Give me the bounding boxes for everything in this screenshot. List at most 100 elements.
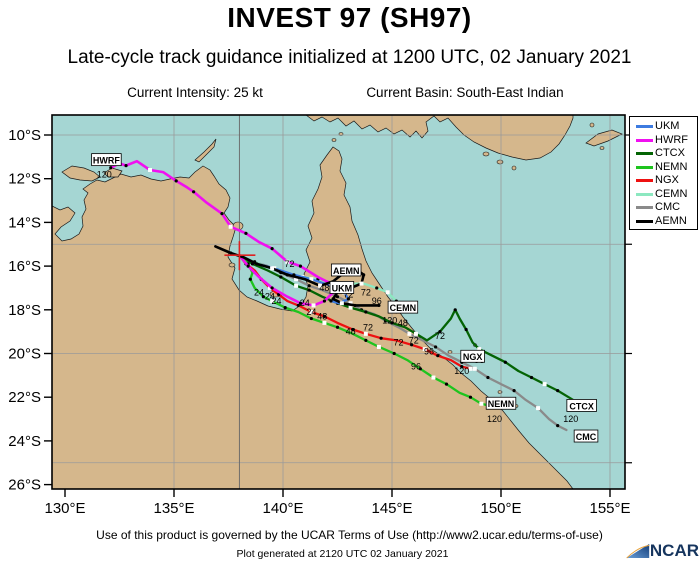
track-dot <box>109 166 113 170</box>
track-24h-marker <box>348 305 353 310</box>
island <box>496 159 504 165</box>
legend-swatch-NGX <box>636 179 653 183</box>
island <box>331 138 337 142</box>
hour-label: 48 <box>398 318 408 328</box>
hour-label: 120 <box>563 414 578 424</box>
legend-item-CMC: CMC <box>636 201 697 215</box>
hour-label: 96 <box>424 346 434 356</box>
current-basin: Current Basin: South-East Indian <box>366 85 564 100</box>
hour-label: 120 <box>97 169 112 179</box>
track-dot <box>307 288 311 292</box>
legend-label-NGX: NGX <box>655 174 679 187</box>
track-dot <box>453 308 457 312</box>
model-box-label-CEMN: CEMN <box>390 303 417 313</box>
track-dot <box>335 325 340 329</box>
hour-label: 48 <box>319 283 329 293</box>
hour-label: 24 <box>265 292 275 302</box>
hour-label: 120 <box>454 366 469 376</box>
track-dot <box>512 389 516 393</box>
track-dot <box>285 273 289 277</box>
track-24h-marker <box>318 283 323 288</box>
hour-label: 24 <box>306 307 316 317</box>
track-dot <box>556 424 560 428</box>
x-tick-label: 150°E <box>480 500 521 517</box>
track-dot <box>309 316 313 321</box>
track-dot <box>434 345 438 349</box>
track-24h-marker <box>322 320 327 325</box>
legend-item-HWRF: HWRF <box>636 134 697 148</box>
x-tick-label: 145°E <box>371 500 412 517</box>
model-box-NEMN <box>485 396 517 410</box>
track-dot <box>244 231 248 235</box>
track-HWRF <box>109 159 335 308</box>
track-dot <box>220 212 224 216</box>
track-dot <box>331 297 335 301</box>
page-subtitle: Late-cycle track guidance initialized at… <box>67 47 632 68</box>
track-dot <box>353 303 357 308</box>
track-24h-marker <box>385 290 390 295</box>
track-dot <box>298 264 303 268</box>
model-box-CEMN <box>387 300 419 314</box>
track-dot <box>362 273 366 277</box>
model-box-label-NEMN: NEMN <box>488 399 515 409</box>
landmass <box>61 165 101 182</box>
track-dot <box>322 314 327 318</box>
hour-label: 48 <box>346 327 356 337</box>
track-dot <box>460 365 464 369</box>
track-dot <box>377 303 381 308</box>
track-dot <box>364 338 368 342</box>
legend-item-NEMN: NEMN <box>636 161 697 175</box>
track-24h-marker <box>267 285 272 290</box>
model-box-label-CMC: CMC <box>576 432 597 442</box>
x-tick-label: 140°E <box>262 500 303 517</box>
track-24h-marker <box>311 303 316 308</box>
track-24h-marker <box>309 277 314 282</box>
track-dot <box>298 301 303 305</box>
model-box-CMC <box>573 429 599 443</box>
legend-item-CTCX: CTCX <box>636 147 697 161</box>
hour-label: 72 <box>409 335 419 345</box>
track-dot <box>322 299 327 303</box>
track-dot <box>261 295 265 299</box>
hour-label: 120 <box>382 316 397 326</box>
track-dot <box>174 179 178 183</box>
x-tick-label: 130°E <box>44 500 85 517</box>
legend-item-CEMN: CEMN <box>636 188 697 202</box>
track-24h-marker <box>294 283 299 288</box>
y-tick-label: 14°S <box>8 214 41 231</box>
track-24h-marker <box>348 301 353 306</box>
legend-swatch-UKM <box>636 125 653 129</box>
grid-lines <box>52 115 625 489</box>
legend-item-NGX: NGX <box>636 174 697 188</box>
track-24h-marker <box>536 406 541 411</box>
track-24h-marker <box>270 266 275 271</box>
island <box>599 146 605 150</box>
x-tick-label: 135°E <box>153 500 194 517</box>
legend-label-UKM: UKM <box>655 120 680 133</box>
track-dot <box>444 382 449 386</box>
track-dot <box>329 299 333 303</box>
island <box>447 350 453 354</box>
y-tick-label: 18°S <box>8 302 41 319</box>
track-dot <box>296 303 300 308</box>
track-24h-marker <box>479 401 484 406</box>
page-title: INVEST 97 (SH97) <box>227 2 472 33</box>
hour-label: 24 <box>271 296 281 306</box>
track-dot <box>438 330 442 334</box>
track-24h-marker <box>148 167 153 172</box>
track-dot <box>248 277 252 281</box>
y-tick-label: 12°S <box>8 171 41 188</box>
track-dot <box>379 336 383 340</box>
landmass <box>585 129 623 147</box>
axes: 130°E 135°E 140°E 145°E 150°E 155°E 10°S 12°S 14… <box>8 127 632 517</box>
track-dot <box>270 247 274 251</box>
legend-label-CMC: CMC <box>655 201 681 214</box>
ncar-logo: NCAR <box>626 538 699 564</box>
hour-label: 96 <box>411 362 421 372</box>
track-24h-marker <box>363 331 368 336</box>
y-tick-label: 20°S <box>8 346 41 363</box>
track-dot <box>335 295 340 299</box>
track-line-HWRF <box>109 159 335 307</box>
